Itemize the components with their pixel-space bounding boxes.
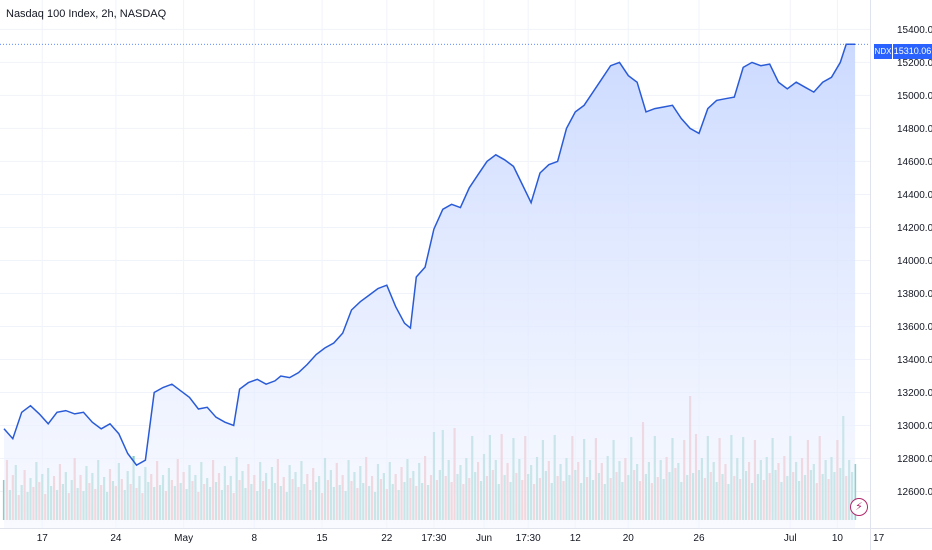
x-tick-label: 10: [832, 533, 844, 544]
symbol-badge: NDX: [874, 44, 892, 59]
y-tick-label: 15200.00: [897, 58, 932, 69]
x-tick-label: 8: [252, 533, 258, 544]
x-tick-label: 17: [37, 533, 49, 544]
x-tick-label: 26: [693, 533, 705, 544]
x-axis[interactable]: 17 24 May 8 15 22 17:30 Jun 17:30 12 20 26 Jul 10 17: [0, 528, 932, 545]
y-tick-label: 13000.00: [897, 421, 932, 432]
x-tick-label: 17:30: [421, 533, 446, 544]
y-tick-label: 14600.00: [897, 157, 932, 168]
y-tick-label: 12800.00: [897, 454, 932, 465]
y-tick-label: 12600.00: [897, 487, 932, 498]
last-price-badge: 15310.06: [893, 44, 932, 59]
y-tick-label: 14800.00: [897, 124, 932, 135]
chart-title: Nasdaq 100 Index, 2h, NASDAQ: [6, 8, 167, 20]
x-tick-label: Jul: [784, 533, 797, 544]
x-tick-label: 15: [316, 533, 328, 544]
x-tick-label: May: [174, 533, 193, 544]
y-tick-label: 13200.00: [897, 388, 932, 399]
x-tick-label: 12: [570, 533, 582, 544]
y-tick-label: 15000.00: [897, 91, 932, 102]
y-axis[interactable]: 12600.00 12800.00 13000.00 13200.00 13400.00…: [870, 0, 932, 550]
x-tick-label: 17: [873, 533, 885, 544]
y-tick-label: 14200.00: [897, 223, 932, 234]
lightning-bolt-icon[interactable]: ⚡: [850, 498, 868, 516]
y-tick-label: 13400.00: [897, 355, 932, 366]
y-tick-label: 14000.00: [897, 256, 932, 267]
price-line: [3, 43, 856, 467]
x-tick-label: 22: [381, 533, 393, 544]
x-tick-label: 17:30: [516, 533, 541, 544]
y-tick-label: 13600.00: [897, 322, 932, 333]
x-tick-label: 20: [623, 533, 635, 544]
price-area: [4, 44, 856, 529]
y-tick-label: 13800.00: [897, 289, 932, 300]
y-tick-label: 14400.00: [897, 190, 932, 201]
x-tick-label: 24: [110, 533, 122, 544]
x-tick-label: Jun: [476, 533, 492, 544]
y-tick-label: 15400.00: [897, 25, 932, 36]
